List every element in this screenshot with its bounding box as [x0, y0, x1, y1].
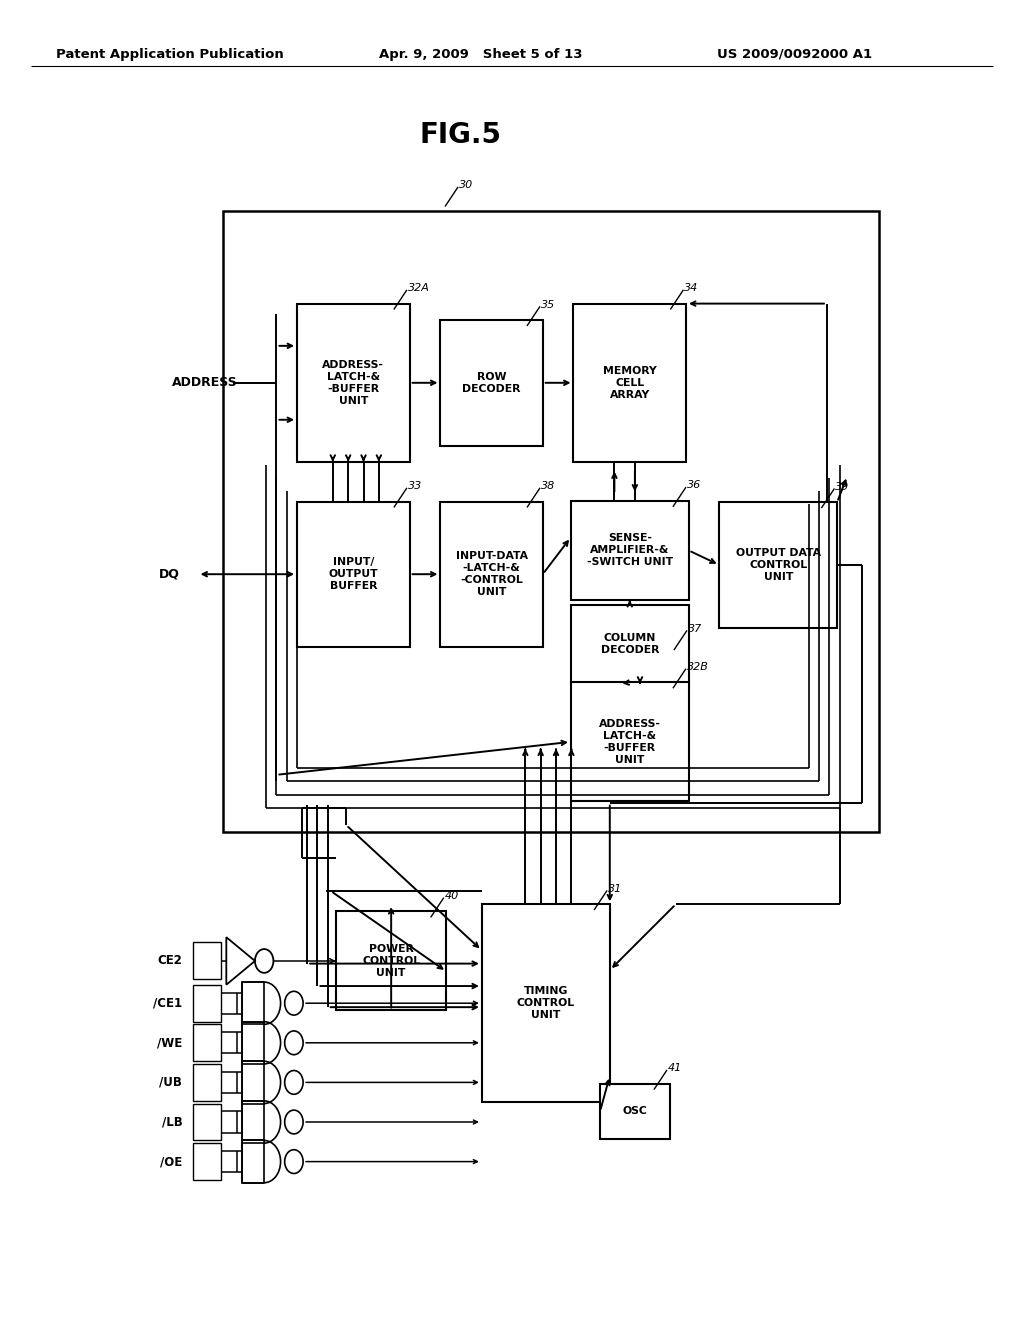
Text: 31: 31 [608, 883, 622, 894]
Text: /OE: /OE [160, 1155, 182, 1168]
Text: /WE: /WE [157, 1036, 182, 1049]
Bar [440, 502, 543, 647]
Text: INPUT-DATA
-LATCH-&
-CONTROL
UNIT: INPUT-DATA -LATCH-& -CONTROL UNIT [456, 552, 527, 597]
Bar [600, 1084, 670, 1139]
Bar [482, 904, 610, 1102]
Text: /UB: /UB [160, 1076, 182, 1089]
Bar [193, 985, 221, 1022]
Bar [193, 1064, 221, 1101]
Bar [571, 605, 688, 684]
Bar [193, 942, 221, 979]
Text: OSC: OSC [623, 1106, 647, 1117]
Bar [336, 911, 446, 1011]
Bar [573, 304, 686, 462]
Text: ROW
DECODER: ROW DECODER [462, 372, 521, 393]
Bar [297, 304, 410, 462]
Bar [242, 1101, 264, 1143]
Text: /CE1: /CE1 [154, 997, 182, 1010]
Bar [571, 682, 688, 801]
Bar [193, 1104, 221, 1140]
Text: DQ: DQ [159, 568, 179, 581]
Text: 37: 37 [688, 623, 701, 634]
Text: 34: 34 [684, 282, 698, 293]
Bar [571, 502, 688, 599]
Text: 40: 40 [444, 891, 459, 900]
Text: SENSE-
AMPLIFIER-&
-SWITCH UNIT: SENSE- AMPLIFIER-& -SWITCH UNIT [587, 533, 673, 568]
Text: 35: 35 [541, 300, 555, 310]
Bar [719, 503, 838, 628]
Bar [242, 1061, 264, 1104]
Text: TIMING
CONTROL
UNIT: TIMING CONTROL UNIT [517, 986, 574, 1020]
Text: 30: 30 [459, 180, 473, 190]
Text: Patent Application Publication: Patent Application Publication [56, 48, 284, 61]
Text: Apr. 9, 2009   Sheet 5 of 13: Apr. 9, 2009 Sheet 5 of 13 [379, 48, 583, 61]
Bar [223, 211, 879, 832]
Text: MEMORY
CELL
ARRAY: MEMORY CELL ARRAY [603, 366, 656, 400]
Text: 39: 39 [836, 482, 849, 492]
Bar [193, 1143, 221, 1180]
Text: US 2009/0092000 A1: US 2009/0092000 A1 [717, 48, 871, 61]
Bar [242, 982, 264, 1024]
Bar [242, 1022, 264, 1064]
Text: 36: 36 [686, 480, 700, 491]
Text: POWER
CONTROL
UNIT: POWER CONTROL UNIT [362, 944, 420, 978]
Bar [297, 502, 410, 647]
Text: INPUT/
OUTPUT
BUFFER: INPUT/ OUTPUT BUFFER [329, 557, 378, 591]
Bar [193, 1024, 221, 1061]
Text: 38: 38 [541, 480, 555, 491]
Text: ADDRESS: ADDRESS [172, 376, 238, 389]
Text: 41: 41 [668, 1063, 682, 1073]
Text: 33: 33 [408, 480, 422, 491]
Text: COLUMN
DECODER: COLUMN DECODER [600, 634, 659, 655]
Text: FIG.5: FIG.5 [420, 121, 502, 149]
Text: ADDRESS-
LATCH-&
-BUFFER
UNIT: ADDRESS- LATCH-& -BUFFER UNIT [323, 360, 384, 405]
Text: 32B: 32B [686, 661, 709, 672]
Text: ADDRESS-
LATCH-&
-BUFFER
UNIT: ADDRESS- LATCH-& -BUFFER UNIT [599, 719, 660, 764]
Bar [242, 1140, 264, 1183]
Text: OUTPUT DATA
CONTROL
UNIT: OUTPUT DATA CONTROL UNIT [735, 548, 821, 582]
Text: CE2: CE2 [158, 954, 182, 968]
Bar [440, 321, 543, 446]
Text: /LB: /LB [162, 1115, 182, 1129]
Text: 32A: 32A [408, 282, 429, 293]
